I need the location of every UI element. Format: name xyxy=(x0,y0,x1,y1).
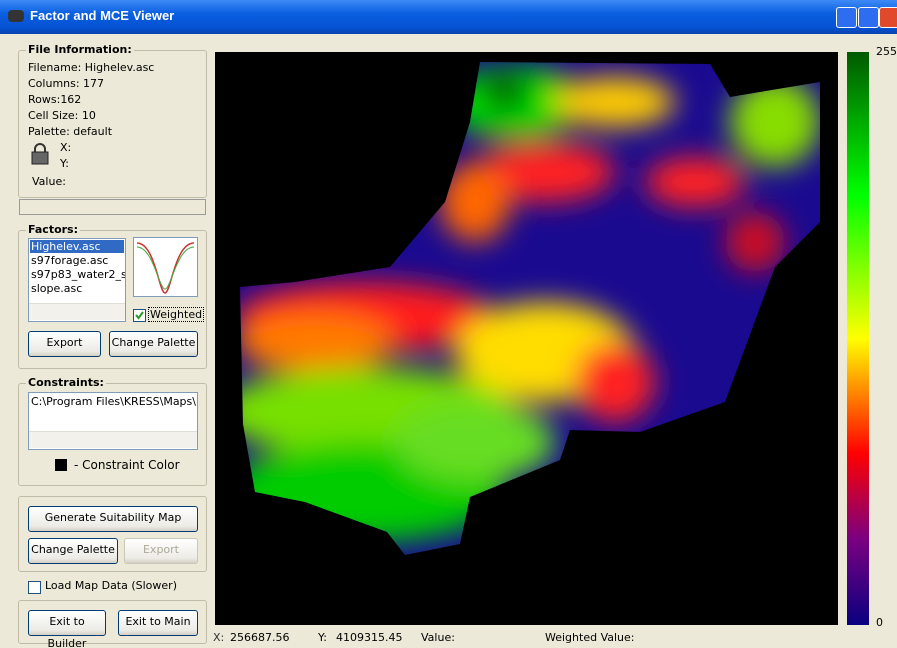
minimize-button[interactable] xyxy=(836,7,857,28)
change-palette-button[interactable]: Change Palette xyxy=(109,331,198,357)
app-icon xyxy=(8,10,24,22)
status-label: X: xyxy=(213,631,224,644)
scrollbar[interactable] xyxy=(29,303,125,320)
weighted-checkbox[interactable] xyxy=(133,309,146,322)
checkbox-label: Weighted xyxy=(148,307,204,322)
change-palette-button[interactable]: Change Palette xyxy=(28,538,118,564)
value-label: Value: xyxy=(32,175,66,188)
load-map-checkbox[interactable] xyxy=(28,581,41,594)
list-item[interactable]: s97p83_water2_su xyxy=(31,268,126,281)
coord-label: X: xyxy=(60,141,71,154)
status-label: Value: xyxy=(421,631,455,644)
status-label: Weighted Value: xyxy=(545,631,634,644)
status-label: Y: xyxy=(318,631,327,644)
export-button[interactable]: Export xyxy=(28,331,101,357)
status-value: 4109315.45 xyxy=(336,631,402,644)
info-text: Filename: Highelev.asc xyxy=(28,61,154,74)
close-button[interactable] xyxy=(879,7,897,28)
exit-builder-button[interactable]: Exit to Builder xyxy=(28,610,106,636)
group-heading: Factors: xyxy=(26,223,80,236)
constraint-color-swatch[interactable] xyxy=(55,459,67,471)
window-title: Factor and MCE Viewer xyxy=(30,8,174,23)
legend-min: 0 xyxy=(876,616,883,629)
lock-icon[interactable] xyxy=(30,143,50,165)
group-heading: Constraints: xyxy=(26,376,106,389)
info-text: Palette: default xyxy=(28,125,112,138)
legend-color-bar xyxy=(847,52,869,625)
exit-main-button[interactable]: Exit to Main xyxy=(118,610,198,636)
legend-max: 255 xyxy=(876,45,897,58)
group-heading: File Information: xyxy=(26,43,134,56)
list-item[interactable]: slope.asc xyxy=(31,282,82,295)
generate-button[interactable]: Generate Suitability Map xyxy=(28,506,198,532)
map-view[interactable] xyxy=(215,52,838,625)
curve-preview xyxy=(133,237,198,297)
info-text: Rows:162 xyxy=(28,93,81,106)
list-item[interactable]: C:\Program Files\KRESS\Maps\m xyxy=(31,395,198,408)
progress-bar xyxy=(19,199,206,215)
constraint-color-label: - Constraint Color xyxy=(74,458,180,472)
info-text: Columns: 177 xyxy=(28,77,104,90)
export-button: Export xyxy=(124,538,198,564)
factor-list[interactable]: Highelev.asc s97forage.asc s97p83_water2… xyxy=(28,238,126,322)
status-value: 256687.56 xyxy=(230,631,290,644)
info-text: Cell Size: 10 xyxy=(28,109,96,122)
title-bar: Factor and MCE Viewer xyxy=(0,0,897,34)
list-item[interactable]: Highelev.asc xyxy=(30,240,124,253)
scrollbar[interactable] xyxy=(29,431,197,448)
constraint-list[interactable]: C:\Program Files\KRESS\Maps\m xyxy=(28,392,198,450)
window: Factor and MCE Viewer File Information: … xyxy=(0,0,897,648)
checkbox-label: Load Map Data (Slower) xyxy=(45,579,177,592)
list-item[interactable]: s97forage.asc xyxy=(31,254,108,267)
coord-label: Y: xyxy=(60,157,69,170)
maximize-button[interactable] xyxy=(858,7,879,28)
